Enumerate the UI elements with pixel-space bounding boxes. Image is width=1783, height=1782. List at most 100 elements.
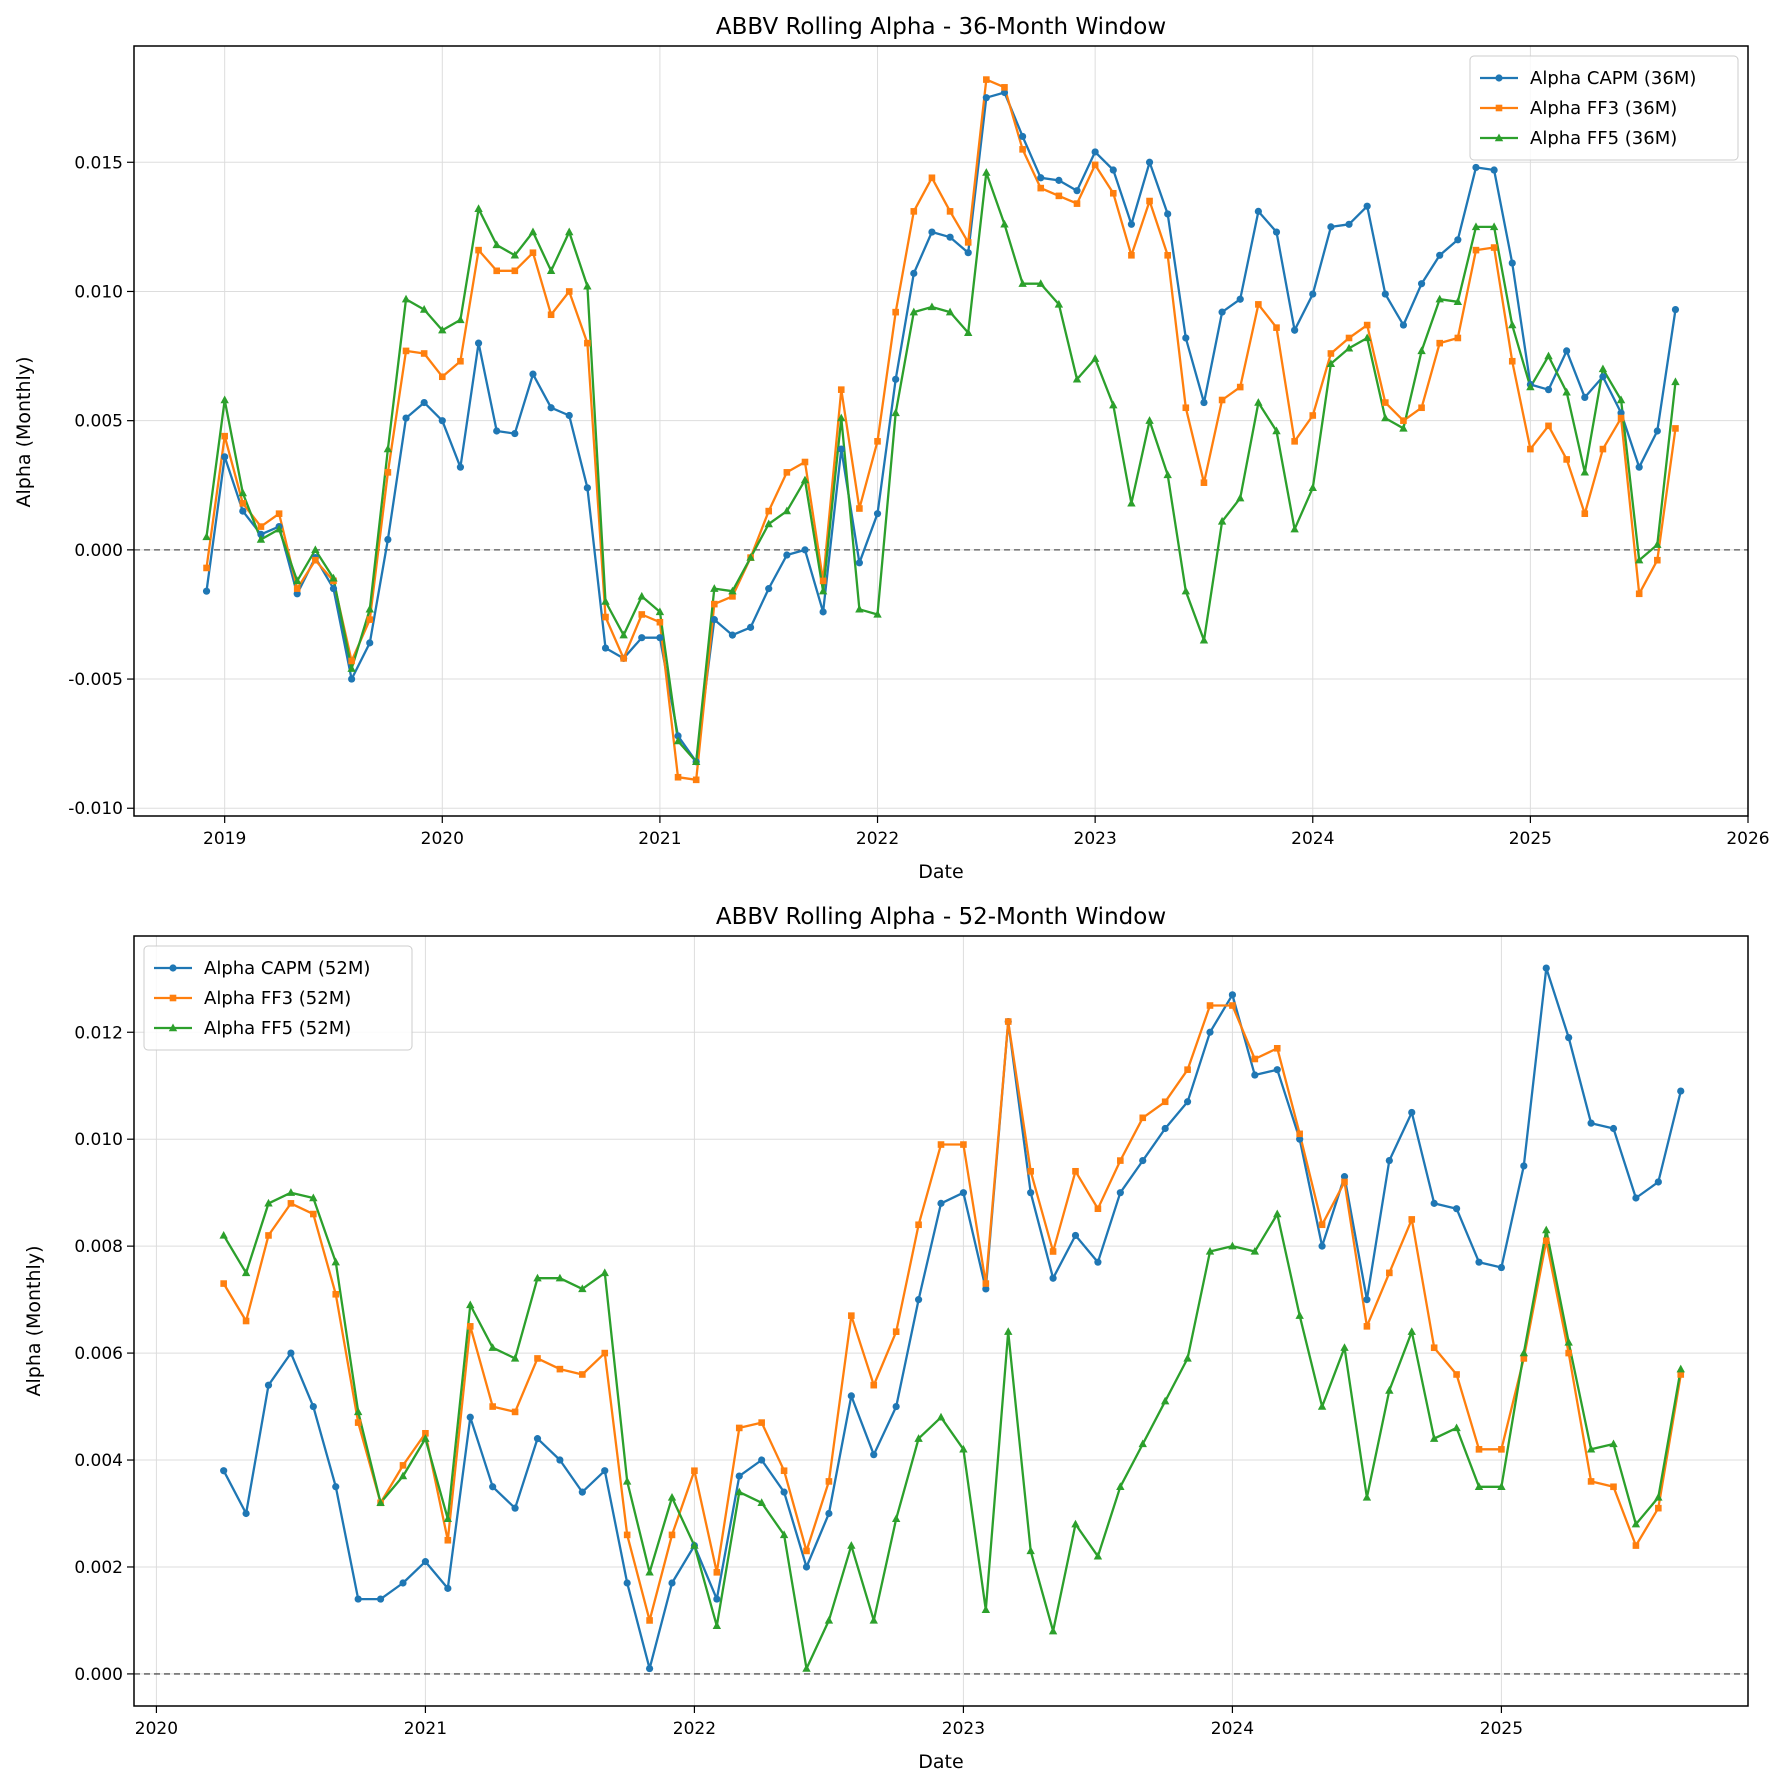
data-point [347, 664, 356, 672]
data-point [1018, 279, 1027, 287]
data-point [241, 1268, 251, 1277]
data-point [1472, 246, 1480, 254]
y-tick-label: 0.005 [74, 412, 123, 432]
data-point [1145, 158, 1154, 166]
data-point [1580, 467, 1589, 476]
data-point [691, 757, 701, 765]
data-point [837, 445, 845, 453]
data-point [914, 1296, 923, 1304]
data-point [488, 1343, 497, 1351]
data-point [1563, 456, 1570, 463]
data-point [1127, 498, 1136, 507]
data-point [1498, 1446, 1505, 1453]
data-point [1497, 1482, 1506, 1490]
data-point [274, 524, 284, 533]
legend-box [1469, 55, 1739, 161]
data-point [800, 475, 810, 484]
data-point [891, 1514, 901, 1523]
data-point [402, 414, 410, 422]
data-point [1527, 445, 1534, 453]
data-point [937, 1199, 945, 1207]
data-point [1587, 1478, 1595, 1485]
data-point [493, 427, 501, 435]
data-point [1609, 1439, 1618, 1448]
data-point [1654, 556, 1661, 564]
data-point [1228, 1241, 1237, 1250]
data-point [1296, 1135, 1304, 1143]
data-point [1027, 1167, 1034, 1175]
series-line-2 [222, 1004, 1682, 1622]
data-point [758, 1456, 766, 1464]
data-point [1109, 189, 1117, 197]
data-point [1634, 555, 1644, 564]
data-point [1632, 1194, 1640, 1202]
data-point [366, 639, 374, 647]
data-point [1163, 470, 1172, 479]
data-point [242, 1317, 250, 1325]
data-point [982, 1280, 990, 1287]
data-point [1617, 409, 1625, 417]
data-point [220, 1280, 227, 1287]
data-point [746, 623, 755, 631]
data-point [1317, 1402, 1327, 1410]
data-point [623, 1531, 631, 1539]
data-point [287, 1200, 295, 1207]
data-point [713, 1595, 721, 1603]
data-point [1385, 1156, 1393, 1165]
data-point [982, 168, 991, 176]
data-point [365, 604, 374, 613]
data-point [376, 1595, 385, 1603]
data-point [946, 208, 954, 215]
data-point [981, 1605, 991, 1613]
legend-label: Alpha FF3 (52M) [204, 988, 351, 1009]
data-point [202, 532, 211, 541]
x-tick-label: 2021 [404, 1719, 447, 1739]
data-point [220, 395, 229, 404]
data-point [1200, 479, 1208, 486]
data-point [757, 1498, 766, 1507]
data-point [1218, 396, 1226, 404]
data-point [579, 1371, 586, 1378]
data-point [1160, 1396, 1170, 1405]
data-point [1454, 236, 1462, 244]
data-point [1508, 259, 1516, 267]
data-point [1251, 1071, 1259, 1079]
data-point [1272, 426, 1281, 435]
x-axis-label: Date [918, 861, 963, 883]
data-point [1471, 222, 1481, 231]
data-point [690, 1541, 699, 1549]
data-point [1183, 1353, 1192, 1362]
data-point [511, 267, 519, 275]
x-tick-label: 2025 [1509, 829, 1552, 849]
data-point [1073, 200, 1081, 207]
data-point [1027, 1189, 1035, 1197]
grid-lines [134, 936, 1748, 1706]
data-point [1452, 1205, 1461, 1213]
data-point [286, 1188, 296, 1196]
data-point [758, 1419, 765, 1426]
x-tick-label: 2024 [1291, 829, 1334, 849]
data-point [1091, 148, 1099, 156]
data-point [620, 655, 627, 662]
data-point [511, 1504, 519, 1512]
data-point [1677, 1087, 1685, 1095]
data-point [1563, 347, 1571, 355]
data-point [1562, 387, 1571, 396]
data-point [331, 1257, 340, 1266]
data-point [601, 597, 610, 605]
data-point [1217, 516, 1227, 525]
legend-label: Alpha FF5 (52M) [204, 1018, 351, 1039]
data-point [1127, 220, 1136, 228]
data-point [1236, 383, 1244, 391]
y-tick-label: 0.002 [74, 1558, 123, 1578]
data-point [354, 1595, 362, 1603]
data-point [691, 1467, 698, 1475]
data-point [444, 1536, 452, 1544]
data-point [819, 577, 827, 585]
data-point [1609, 1124, 1618, 1133]
data-point [238, 488, 248, 497]
data-point [1164, 210, 1172, 218]
data-point [710, 616, 718, 624]
data-point [1408, 1108, 1416, 1117]
data-point [444, 1584, 452, 1592]
